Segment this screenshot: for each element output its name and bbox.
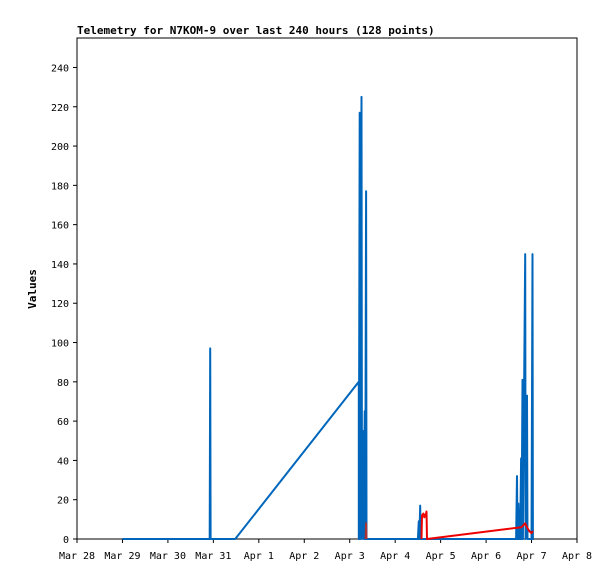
series-layer xyxy=(122,95,534,540)
series-line-4 xyxy=(420,510,534,540)
y-axis-ticks: 0 20 40 60 80 100 120 140 160 180 200 220 240 xyxy=(51,63,77,546)
chart-title: Telemetry for N7KOM-9 over last 240 hour… xyxy=(77,24,435,37)
x-tick-label: Apr 7 xyxy=(516,551,546,562)
y-tick-label: 0 xyxy=(63,535,69,546)
y-tick-label: 60 xyxy=(57,417,69,428)
x-tick-label: Apr 4 xyxy=(380,551,410,562)
y-tick-label: 200 xyxy=(51,142,69,153)
y-tick-label: 80 xyxy=(57,378,69,389)
x-tick-label: Apr 5 xyxy=(426,551,456,562)
x-tick-label: Mar 29 xyxy=(104,551,140,562)
series-line-2 xyxy=(208,347,212,540)
x-tick-label: Mar 30 xyxy=(150,551,186,562)
x-axis-ticks: Mar 28 Mar 29 Mar 30 Mar 31 Apr 1 Apr 2 Apr 3 A… xyxy=(59,539,592,562)
y-tick-label: 40 xyxy=(57,456,69,467)
y-tick-label: 180 xyxy=(51,181,69,192)
y-tick-label: 160 xyxy=(51,221,69,232)
y-tick-label: 20 xyxy=(57,496,69,507)
y-tick-label: 140 xyxy=(51,260,69,271)
y-tick-label: 240 xyxy=(51,63,69,74)
series-line-1 xyxy=(122,95,534,540)
series-line-3 xyxy=(364,522,368,540)
y-tick-label: 120 xyxy=(51,299,69,310)
y-tick-label: 220 xyxy=(51,103,69,114)
x-tick-label: Apr 3 xyxy=(335,551,365,562)
x-tick-label: Apr 2 xyxy=(289,551,319,562)
plot-area xyxy=(76,37,578,540)
x-tick-label: Apr 1 xyxy=(244,551,274,562)
x-tick-label: Apr 6 xyxy=(471,551,501,562)
x-tick-label: Mar 28 xyxy=(59,551,95,562)
y-axis-label: Values xyxy=(26,269,39,309)
y-tick-label: 100 xyxy=(51,339,69,350)
x-tick-label: Mar 31 xyxy=(195,551,231,562)
x-tick-label: Apr 8 xyxy=(562,551,592,562)
